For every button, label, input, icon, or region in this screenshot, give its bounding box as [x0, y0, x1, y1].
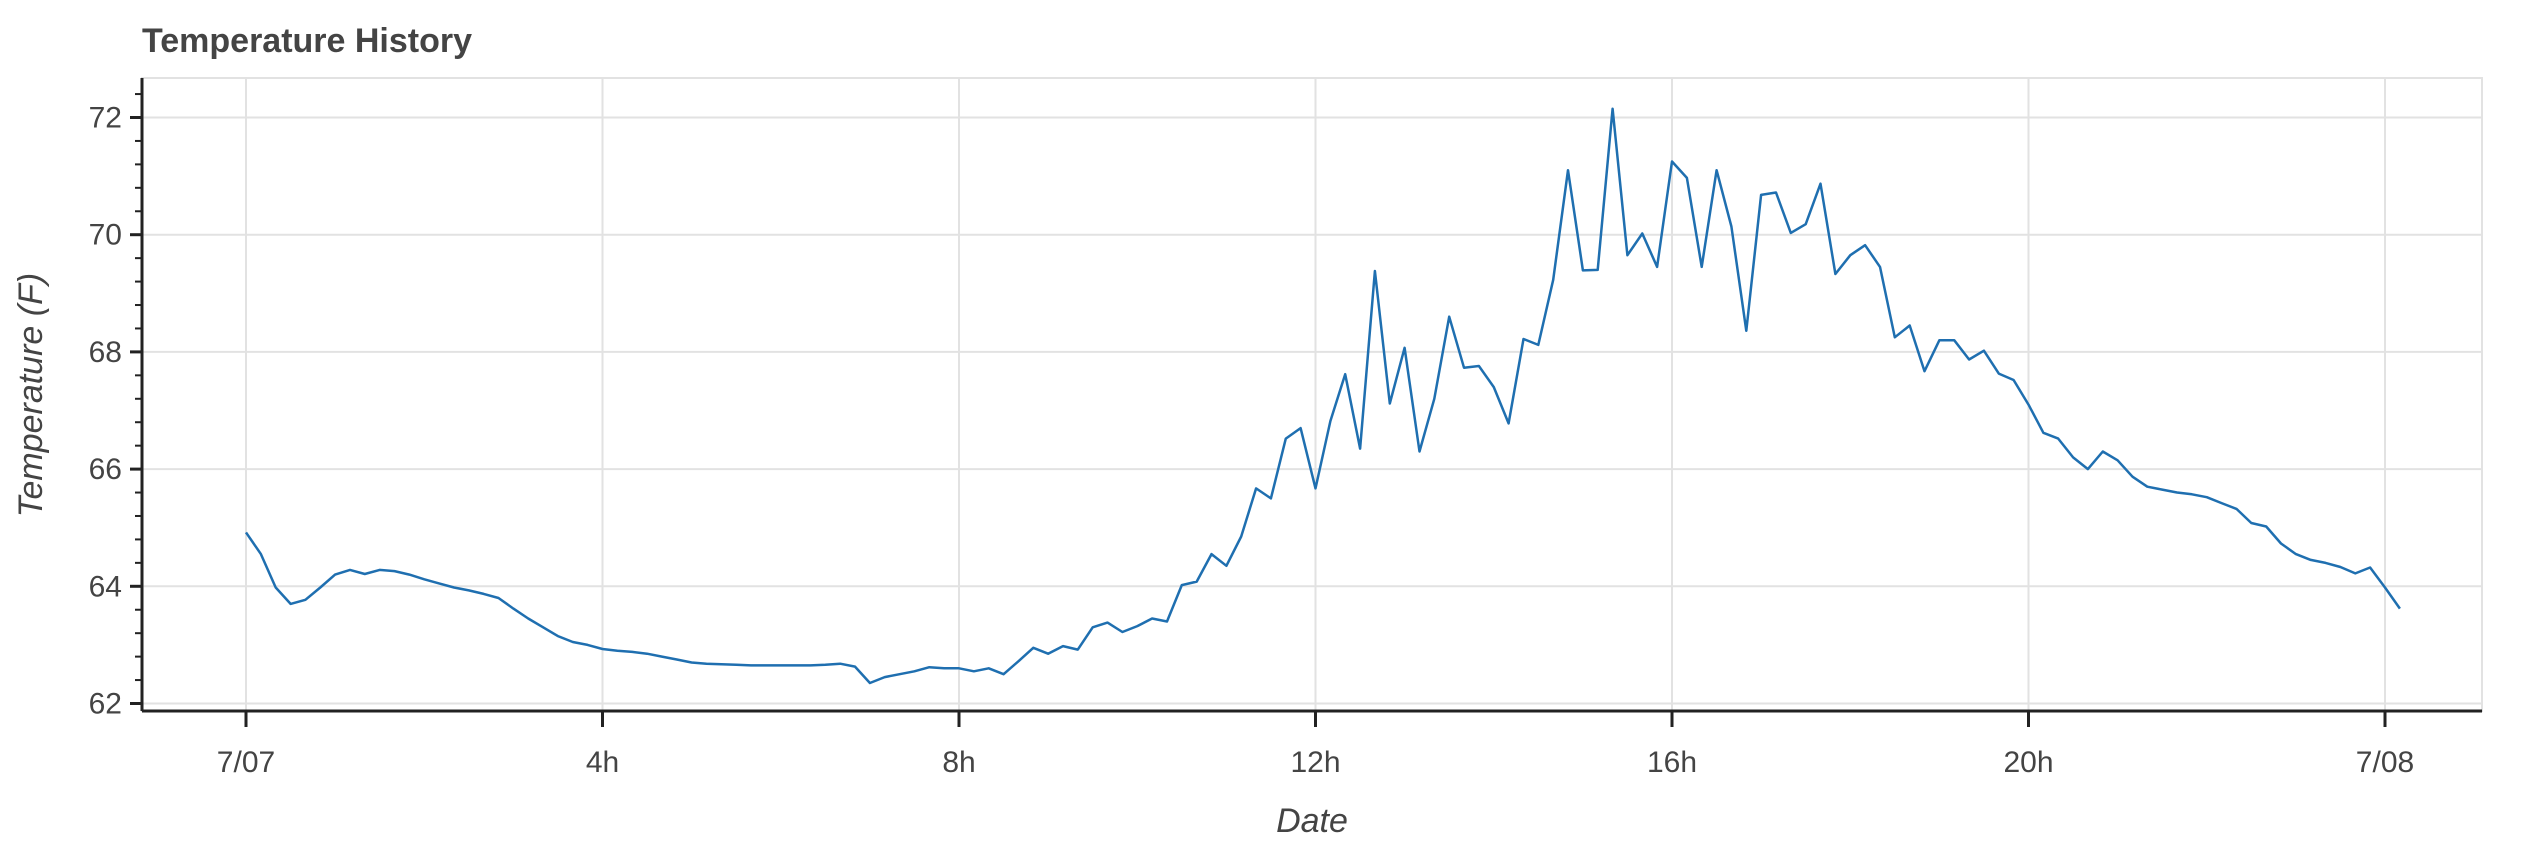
x-tick-label: 4h: [586, 746, 619, 779]
x-axis-label: Date: [1276, 802, 1348, 840]
y-tick-label: 72: [89, 102, 122, 135]
x-tick-label: 20h: [2003, 746, 2053, 779]
chart-title: Temperature History: [142, 22, 473, 60]
y-tick-label: 66: [89, 453, 122, 486]
x-tick-label: 7/08: [2356, 746, 2414, 779]
y-tick-label: 64: [89, 570, 122, 603]
series-layer: [244, 107, 2401, 685]
axes: [140, 78, 2482, 713]
x-tick-label: 16h: [1647, 746, 1697, 779]
y-tick-label: 70: [89, 219, 122, 252]
x-tick-label: 7/07: [217, 746, 275, 779]
x-tick-label: 12h: [1290, 746, 1340, 779]
y-axis-label: Temperature (F): [12, 273, 50, 517]
tick-marks: [130, 93, 2387, 727]
plot-frame: [141, 77, 2483, 712]
grid-lines: [142, 78, 2482, 711]
x-tick-label: 8h: [942, 746, 975, 779]
y-tick-label: 68: [89, 336, 122, 369]
temperature-series-line: [244, 107, 2401, 685]
tick-labels: 7/07 4h 8h 12h 16h 20h 7/08 62 64 66 68 70 72: [89, 102, 2415, 780]
y-tick-label: 62: [89, 688, 122, 721]
